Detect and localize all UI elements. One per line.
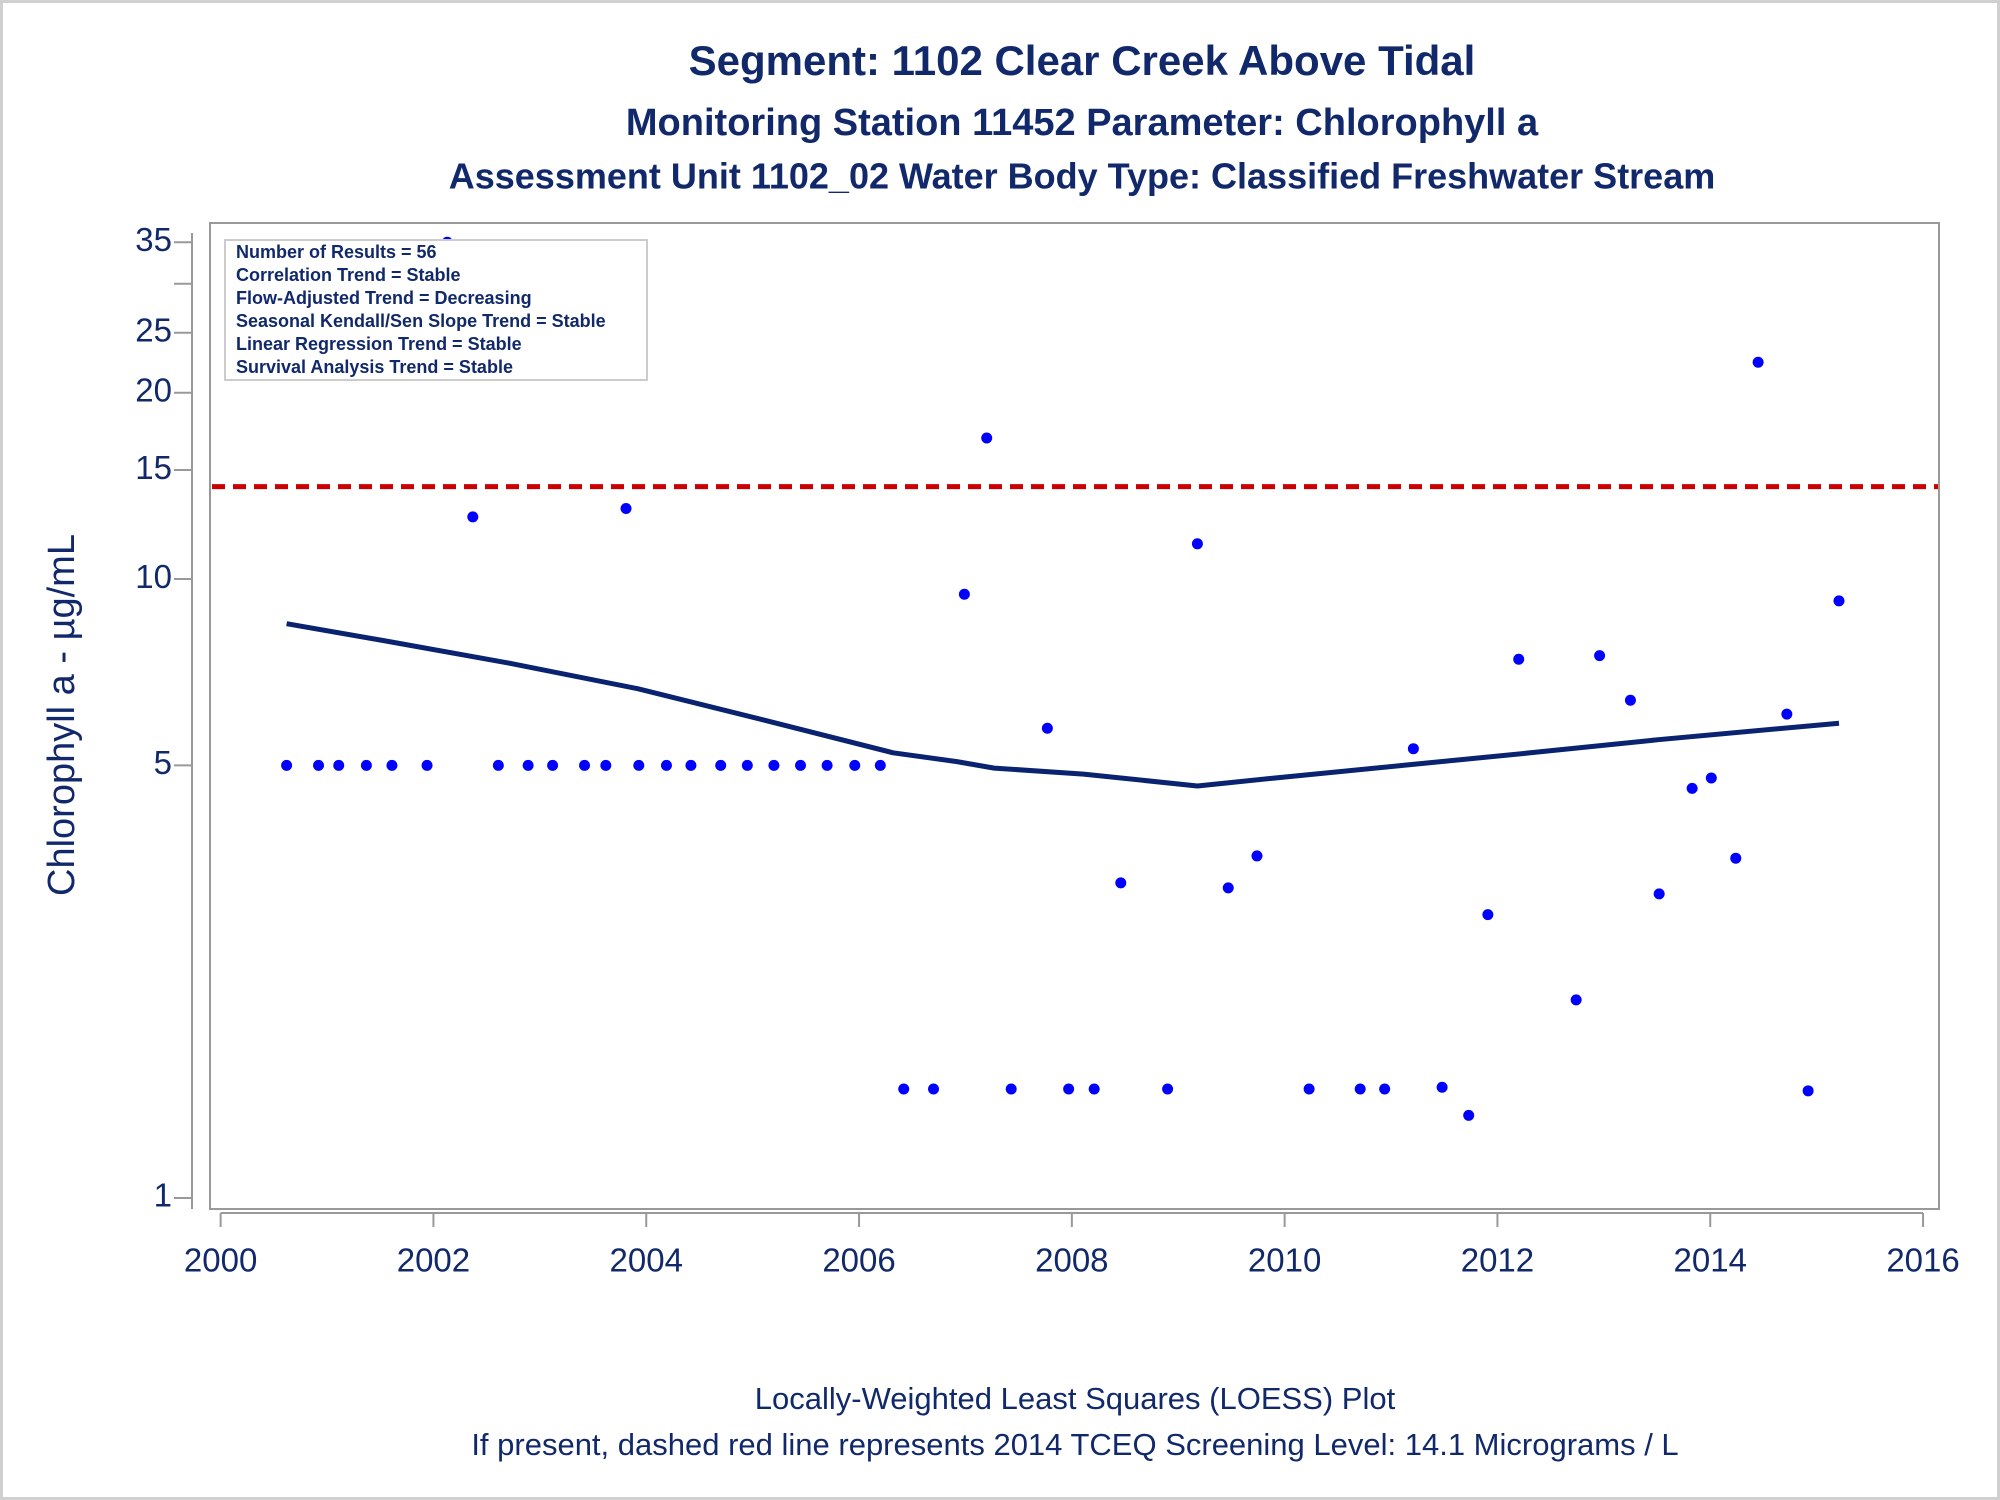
y-tick-label: 1: [154, 1177, 172, 1214]
point: [1303, 1083, 1315, 1095]
point: [1115, 877, 1127, 889]
point: [898, 1083, 910, 1095]
x-tick-label: 2014: [1674, 1242, 1747, 1279]
annotation: Seasonal Kendall/Sen Slope Trend = Stabl…: [236, 311, 606, 331]
annotation: Flow-Adjusted Trend = Decreasing: [236, 288, 532, 308]
point: [492, 759, 504, 771]
point: [1463, 1109, 1475, 1121]
point: [333, 759, 345, 771]
x-tick-label: 2002: [397, 1242, 470, 1279]
y-tick-label: 15: [135, 449, 172, 486]
annotation: Number of Results = 56: [236, 242, 437, 262]
point: [768, 759, 780, 771]
footnote: If present, dashed red line represents 2…: [471, 1427, 1678, 1462]
point: [313, 759, 325, 771]
point: [1730, 852, 1742, 864]
y-tick-label: 20: [135, 371, 172, 408]
point: [1222, 882, 1234, 894]
point: [958, 588, 970, 600]
x-tick-label: 2000: [184, 1242, 257, 1279]
point: [874, 759, 886, 771]
x-tick-label: 2006: [822, 1242, 895, 1279]
point: [1570, 994, 1582, 1006]
point: [741, 759, 753, 771]
point: [1063, 1083, 1075, 1095]
point: [386, 759, 398, 771]
y-tick-label: 10: [135, 558, 172, 595]
point: [547, 759, 559, 771]
x-tick-label: 2008: [1035, 1242, 1108, 1279]
annotation-box: [224, 239, 648, 381]
point: [1686, 782, 1698, 794]
point: [421, 759, 433, 771]
point: [715, 759, 727, 771]
point: [600, 759, 612, 771]
footnote: Locally-Weighted Least Squares (LOESS) P…: [755, 1381, 1396, 1416]
loess-line: [286, 621, 1840, 789]
point: [928, 1083, 940, 1095]
x-tick-label: 2016: [1886, 1242, 1959, 1279]
point: [1379, 1083, 1391, 1095]
point: [1594, 650, 1606, 662]
point: [467, 511, 479, 523]
point: [1407, 743, 1419, 755]
point: [360, 759, 372, 771]
x-tick-label: 2004: [610, 1242, 683, 1279]
y-tick-label: 5: [154, 744, 172, 781]
point: [1752, 356, 1764, 368]
annotation: Survival Analysis Trend = Stable: [236, 357, 513, 377]
point: [795, 759, 807, 771]
y-axis-label: Chlorophyll a - µg/mL: [41, 534, 83, 896]
x-tick-label: 2010: [1248, 1242, 1321, 1279]
chart-subtitle: Assessment Unit 1102_02 Water Body Type:…: [449, 156, 1716, 197]
point: [849, 759, 861, 771]
chart-subtitle: Monitoring Station 11452 Parameter: Chlo…: [626, 102, 1539, 144]
point: [1802, 1085, 1814, 1097]
point: [1781, 708, 1793, 720]
point: [522, 759, 534, 771]
annotation: Linear Regression Trend = Stable: [236, 334, 522, 354]
point: [1354, 1083, 1366, 1095]
point: [1191, 538, 1203, 550]
point: [1513, 653, 1525, 665]
annotation: Correlation Trend = Stable: [236, 265, 461, 285]
point: [633, 759, 645, 771]
point: [1005, 1083, 1017, 1095]
point: [1833, 595, 1845, 607]
point: [1088, 1083, 1100, 1095]
point: [1162, 1083, 1174, 1095]
point: [579, 759, 591, 771]
x-tick-label: 2012: [1461, 1242, 1534, 1279]
point: [821, 759, 833, 771]
y-tick-label: 25: [135, 311, 172, 348]
point: [1041, 722, 1053, 734]
point: [281, 759, 293, 771]
point: [685, 759, 697, 771]
plot-area: [209, 222, 1940, 1210]
point: [981, 432, 993, 444]
point: [620, 503, 632, 515]
point: [1624, 694, 1636, 706]
point: [660, 759, 672, 771]
point: [1653, 888, 1665, 900]
point: [1251, 850, 1263, 862]
y-tick-label: 35: [135, 221, 172, 258]
point: [1436, 1081, 1448, 1093]
chart-title: Segment: 1102 Clear Creek Above Tidal: [689, 37, 1476, 84]
point: [1705, 772, 1717, 784]
point: [1482, 909, 1494, 921]
